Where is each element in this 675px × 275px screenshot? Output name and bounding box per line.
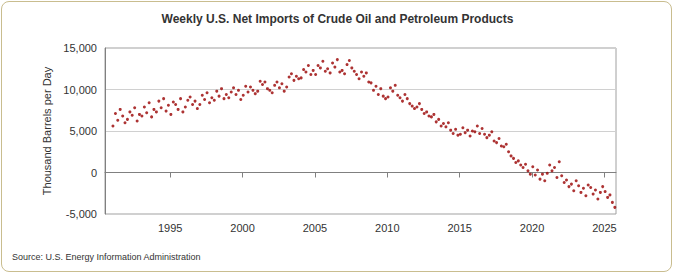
svg-text:10,000: 10,000 xyxy=(63,84,97,96)
svg-text:0: 0 xyxy=(91,167,97,179)
svg-text:2005: 2005 xyxy=(303,222,327,234)
svg-text:15,000: 15,000 xyxy=(63,42,97,54)
svg-text:2015: 2015 xyxy=(447,222,471,234)
svg-text:2025: 2025 xyxy=(592,222,616,234)
svg-text:Thousand Barrels per Day: Thousand Barrels per Day xyxy=(41,66,53,195)
svg-text:2010: 2010 xyxy=(375,222,399,234)
svg-text:-5,000: -5,000 xyxy=(66,208,97,220)
svg-text:Weekly U.S. Net Imports of Cru: Weekly U.S. Net Imports of Crude Oil and… xyxy=(162,12,514,26)
svg-text:2000: 2000 xyxy=(230,222,254,234)
svg-text:2020: 2020 xyxy=(520,222,544,234)
svg-text:1995: 1995 xyxy=(158,222,182,234)
svg-text:5,000: 5,000 xyxy=(69,125,97,137)
svg-text:Source: U.S. Energy Informatio: Source: U.S. Energy Information Administ… xyxy=(12,252,201,262)
